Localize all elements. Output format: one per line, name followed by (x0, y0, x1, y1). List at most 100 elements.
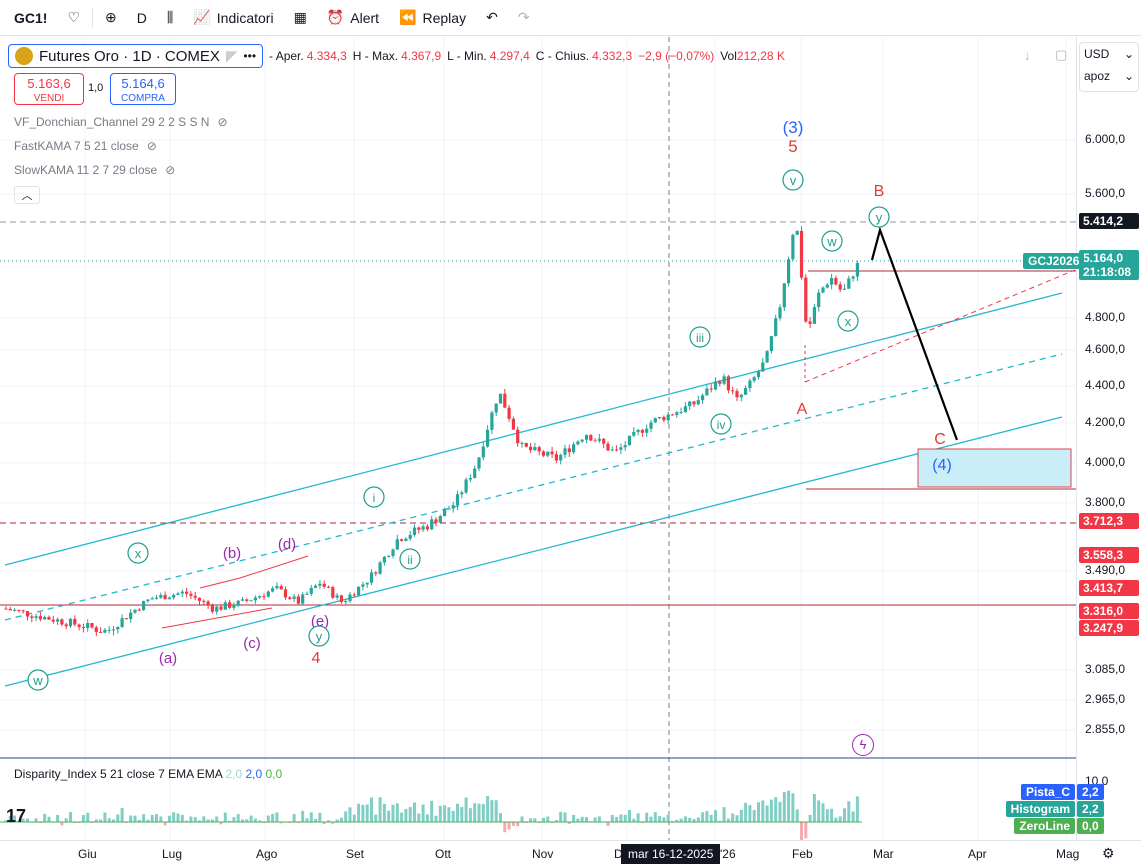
wave-label-w4: (4) (932, 457, 952, 474)
osc-bar (460, 807, 464, 822)
eye-hidden-icon[interactable]: ⊘ (217, 115, 228, 129)
candle (223, 600, 227, 610)
candle (245, 598, 249, 603)
spread: 1,0 (88, 82, 104, 94)
osc-bar (490, 800, 494, 822)
replay-button[interactable]: ⏪ Replay (391, 5, 474, 30)
osc-bar (477, 803, 481, 822)
osc-bar (4, 820, 8, 822)
price-label: 3.558,3 (1079, 547, 1139, 563)
candle (597, 434, 601, 443)
scale-mode-select[interactable]: apoz ⌄ (1084, 69, 1134, 83)
candle (292, 594, 296, 603)
osc-bar (576, 818, 580, 822)
osc-bar (533, 818, 537, 822)
osc-bar (714, 810, 717, 822)
eye-hidden-icon[interactable]: ⊘ (146, 139, 157, 153)
osc-bar (236, 814, 240, 822)
osc-bar (159, 816, 163, 822)
collapse-chevron-up-icon[interactable]: ︿ (14, 186, 40, 204)
svg-text:(d): (d) (278, 536, 296, 553)
price-tick: 6.000,0 (1085, 132, 1126, 146)
sell-button[interactable]: 5.163,6 VENDI (14, 73, 84, 105)
candle (503, 388, 507, 408)
interval-button[interactable]: D (129, 6, 155, 30)
indicators-button[interactable]: 📈 Indicatori (185, 5, 281, 30)
candles-icon[interactable]: ⫼ (166, 9, 174, 25)
eye-hidden-icon[interactable]: ⊘ (165, 163, 176, 177)
candle (335, 592, 339, 600)
indicator-donchian[interactable]: VF_Donchian_Channel 29 2 2 S S N ⊘ (14, 115, 228, 129)
add-symbol-icon[interactable]: ⊕ (105, 9, 117, 25)
osc-bar (675, 819, 679, 822)
candle (473, 465, 477, 479)
open-label: - Aper. (269, 49, 304, 63)
redo-icon[interactable]: ↷ (517, 9, 530, 25)
candle (206, 599, 210, 609)
price-axis[interactable]: USD ⌄ apoz ⌄ 6.000,0 5.600,0 4.800,0 4.600,… (1076, 37, 1141, 840)
osc-bar (305, 818, 309, 822)
candle (756, 369, 761, 380)
osc-bar (653, 812, 657, 822)
osc-bar (335, 819, 339, 822)
candle (232, 602, 236, 611)
candle (361, 581, 365, 591)
price-label: 3.316,0 (1079, 603, 1139, 619)
layouts-icon[interactable]: ▦ (293, 9, 307, 25)
candle (761, 357, 765, 372)
indicator-fastkama[interactable]: FastKAMA 7 5 21 close ⊘ (14, 139, 157, 153)
candle (593, 438, 597, 442)
triangle-line-3 (161, 607, 273, 629)
oscillator-legend: Disparity_Index 5 21 close 7 EMA EMA 2,0… (14, 767, 282, 781)
candle (468, 474, 472, 483)
osc-bar (542, 817, 545, 822)
osc-bar (821, 803, 825, 822)
candle (563, 444, 567, 459)
osc-bar (464, 797, 468, 822)
arrow-down-icon[interactable]: ↓ (1024, 48, 1031, 63)
svg-text:iv: iv (717, 418, 726, 432)
osc-bar (77, 822, 81, 824)
candle (38, 611, 42, 622)
buy-button[interactable]: 5.164,6 COMPRA (110, 73, 176, 105)
indicator-slowkama[interactable]: SlowKAMA 11 2 7 29 close ⊘ (14, 163, 175, 177)
undo-icon[interactable]: ↶ (486, 9, 498, 25)
symbol-search[interactable]: GC1! (6, 6, 55, 30)
osc-bar (421, 804, 425, 822)
candle (636, 428, 640, 436)
candle (808, 317, 812, 329)
flag-icon[interactable]: ◤ (225, 48, 238, 65)
time-axis[interactable]: Giu Lug Ago Set Ott Nov Dic '26 Feb Mar … (0, 840, 1141, 866)
osc-bar (787, 790, 791, 822)
symbol-legend[interactable]: Futures Oro · 1D · COMEX ◤ ••• (8, 44, 264, 68)
more-icon[interactable]: ••• (243, 49, 257, 63)
svg-text:A: A (797, 401, 808, 418)
fullscreen-icon[interactable]: ▢ (1055, 47, 1068, 62)
candle (455, 490, 460, 511)
osc-bar (619, 814, 623, 822)
osc-bar (696, 817, 700, 822)
osc-bar (757, 802, 760, 822)
lightning-icon[interactable]: ϟ (852, 734, 874, 756)
high-value: 4.367,9 (401, 49, 442, 63)
osc-bar (744, 802, 748, 822)
alert-button[interactable]: ⏰ Alert (319, 5, 387, 30)
symbol-label: GC1! (14, 9, 48, 26)
candle (142, 600, 146, 611)
candle (17, 609, 21, 613)
candle (662, 415, 666, 423)
candle (73, 615, 77, 627)
svg-text:iii: iii (696, 331, 704, 345)
candle (438, 514, 442, 523)
candle (163, 591, 167, 600)
osc-bar (593, 817, 597, 822)
osc-bar (400, 812, 404, 822)
osc-bar (499, 813, 502, 822)
settings-gear-icon[interactable]: ⚙ (1102, 845, 1115, 861)
osc-bar (193, 817, 197, 822)
currency-select[interactable]: USD ⌄ (1084, 47, 1134, 61)
favorite-icon[interactable]: ♡ (67, 9, 81, 25)
osc-bar (249, 815, 253, 822)
osc-bar (468, 808, 472, 822)
